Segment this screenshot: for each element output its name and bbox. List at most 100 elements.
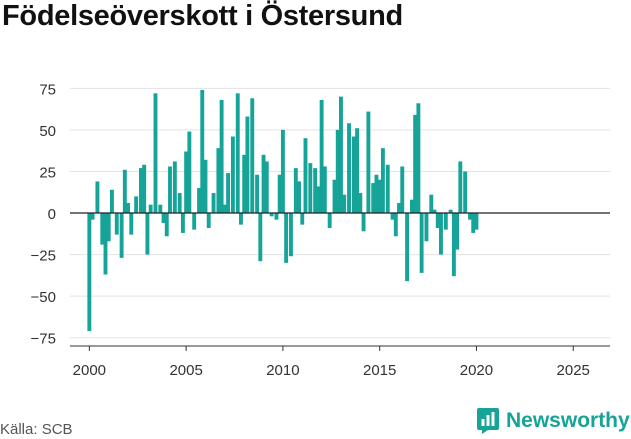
bar bbox=[109, 189, 114, 213]
bar bbox=[230, 136, 235, 213]
bar bbox=[397, 203, 401, 213]
x-tick-label: 2015 bbox=[363, 362, 396, 379]
bar bbox=[471, 213, 476, 233]
bar bbox=[377, 179, 382, 213]
bar bbox=[355, 128, 360, 213]
bar bbox=[145, 213, 150, 255]
bar bbox=[448, 209, 453, 213]
bar bbox=[106, 213, 111, 242]
x-tick-label: 2000 bbox=[73, 362, 106, 379]
bar bbox=[371, 183, 376, 213]
source-note: Källa: SCB bbox=[0, 421, 73, 438]
bar bbox=[316, 186, 321, 213]
bar bbox=[339, 96, 343, 213]
bar bbox=[380, 148, 385, 213]
bar bbox=[269, 213, 274, 217]
bar bbox=[284, 213, 289, 263]
bar bbox=[327, 213, 332, 228]
bar bbox=[261, 154, 266, 213]
bar bbox=[203, 159, 208, 213]
bar bbox=[122, 169, 127, 213]
x-tick-label: 2010 bbox=[266, 362, 299, 379]
bar bbox=[289, 213, 293, 257]
bar bbox=[409, 199, 414, 213]
bar bbox=[347, 123, 351, 213]
bar bbox=[419, 213, 424, 273]
y-tick-label: −50 bbox=[31, 289, 56, 306]
bar bbox=[219, 99, 224, 213]
bar bbox=[332, 179, 337, 213]
bar bbox=[153, 93, 158, 213]
bar bbox=[126, 203, 131, 213]
bar bbox=[280, 129, 285, 213]
x-tick-label: 2020 bbox=[460, 362, 493, 379]
bar bbox=[458, 161, 463, 213]
bar bbox=[129, 213, 134, 235]
bar bbox=[119, 213, 124, 258]
bar bbox=[95, 181, 100, 213]
bar bbox=[361, 213, 366, 232]
bar bbox=[142, 164, 147, 213]
bar bbox=[242, 154, 247, 213]
bar bbox=[308, 163, 313, 213]
bar bbox=[474, 213, 479, 230]
bar bbox=[435, 213, 440, 228]
bar bbox=[424, 213, 429, 242]
bar bbox=[429, 194, 434, 213]
y-tick-label: 25 bbox=[39, 164, 56, 181]
bar bbox=[87, 213, 92, 332]
bar bbox=[184, 151, 189, 213]
bar bbox=[400, 166, 405, 213]
bar bbox=[226, 173, 231, 213]
bar bbox=[374, 174, 379, 213]
bar bbox=[164, 213, 169, 237]
bar bbox=[385, 164, 390, 213]
bar bbox=[222, 204, 227, 213]
bar bbox=[206, 213, 211, 228]
newsworthy-brand[interactable]: Newsworthy bbox=[476, 406, 630, 436]
bar bbox=[319, 99, 324, 213]
bar bbox=[366, 111, 371, 213]
y-tick-label: −75 bbox=[31, 331, 56, 348]
bar bbox=[390, 213, 395, 220]
bar bbox=[413, 114, 418, 213]
bar bbox=[322, 166, 327, 213]
bar bbox=[148, 204, 153, 213]
bar bbox=[177, 193, 182, 213]
bar bbox=[303, 138, 308, 213]
y-tick-label: 50 bbox=[39, 123, 56, 140]
bar bbox=[264, 161, 269, 213]
bar bbox=[443, 213, 448, 230]
bar bbox=[258, 213, 263, 262]
bar bbox=[200, 89, 205, 213]
bar bbox=[197, 188, 201, 213]
bar bbox=[342, 194, 347, 213]
y-tick-label: −25 bbox=[31, 248, 56, 265]
bar bbox=[158, 204, 163, 213]
bar bbox=[239, 213, 243, 225]
bar bbox=[139, 168, 143, 213]
bar bbox=[235, 93, 240, 213]
bar bbox=[180, 213, 185, 233]
bar bbox=[297, 181, 301, 213]
brand-name: Newsworthy bbox=[506, 409, 630, 432]
chart-title: Födelseöverskott i Östersund bbox=[2, 0, 403, 32]
axes: −75 −50 −25 0 25 50 75 2000 2005 2010 2015 2020 2025 bbox=[31, 81, 610, 379]
bar bbox=[313, 168, 318, 213]
bar bbox=[335, 129, 340, 213]
bar bbox=[463, 171, 468, 213]
bar-chart: −75 −50 −25 0 25 50 75 2000 2005 2010 2015 2020 2025 bbox=[31, 81, 610, 379]
bar bbox=[211, 193, 216, 213]
bar bbox=[393, 213, 398, 237]
bar bbox=[168, 166, 172, 213]
bars bbox=[87, 89, 479, 332]
bar bbox=[192, 213, 197, 230]
x-tick-label: 2025 bbox=[557, 362, 590, 379]
bar bbox=[103, 213, 108, 275]
bar bbox=[293, 168, 298, 213]
bar bbox=[439, 213, 443, 255]
bar bbox=[405, 213, 410, 282]
bar bbox=[274, 213, 279, 220]
bar bbox=[114, 213, 119, 235]
bar bbox=[358, 193, 363, 213]
